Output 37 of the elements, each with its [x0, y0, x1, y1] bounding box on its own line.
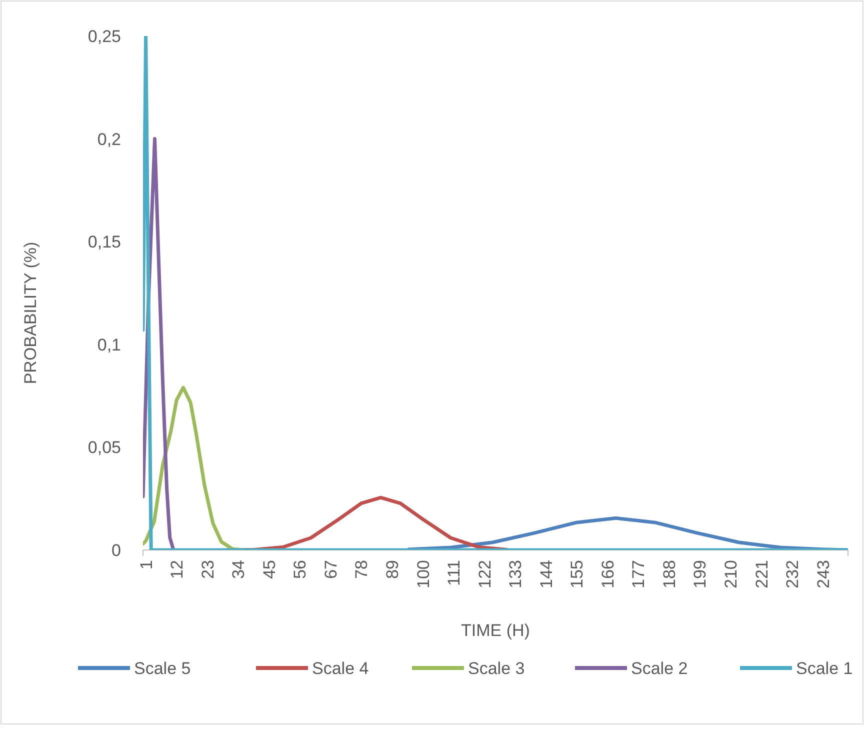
- y-tick-label: 0: [112, 541, 121, 560]
- x-tick-label: 89: [382, 560, 402, 579]
- x-tick-label: 155: [568, 560, 587, 588]
- x-tick-label: 133: [506, 560, 526, 588]
- x-axis-title: TIME (H): [461, 621, 530, 640]
- y-tick-label: 0,1: [97, 335, 121, 354]
- line-series: [143, 386, 246, 550]
- y-axis-title: PROBABILITY (%): [21, 242, 40, 384]
- x-tick-label: 221: [752, 560, 772, 588]
- y-tick-label: 0,15: [88, 232, 121, 252]
- legend-label: Scale 4: [312, 659, 369, 678]
- x-tick-label: 12: [168, 560, 187, 579]
- x-tick-label: 232: [783, 560, 802, 588]
- legend-label: Scale 3: [468, 659, 525, 678]
- x-tick-label: 100: [414, 560, 433, 588]
- x-tick-label: 1: [136, 560, 156, 570]
- x-tick-label: 34: [229, 560, 248, 579]
- x-tick-label: 23: [198, 560, 218, 579]
- y-tick-label: 0,25: [88, 27, 121, 46]
- y-tick-label: 0,05: [88, 438, 121, 458]
- x-tick-label: 177: [629, 560, 648, 588]
- x-tick-label: 122: [475, 560, 494, 588]
- x-tick-label: 243: [814, 560, 833, 588]
- x-tick-label: 210: [722, 560, 740, 588]
- x-tick-label: 67: [321, 560, 340, 579]
- y-tick-label: 0,2: [97, 130, 121, 149]
- x-tick-label: 78: [352, 560, 372, 579]
- x-tick-label: 45: [260, 560, 279, 579]
- x-tick-label: 144: [536, 560, 556, 588]
- legend-label: Scale 5: [134, 659, 191, 678]
- legend-label: Scale 2: [631, 659, 688, 678]
- x-tick-label: 188: [660, 560, 679, 588]
- x-tick-label: 166: [598, 560, 618, 588]
- legend-label: Scale 1: [796, 659, 853, 678]
- x-tick-label: 111: [444, 560, 464, 586]
- x-tick-label: 56: [290, 560, 310, 579]
- x-tick-label: 199: [690, 560, 710, 588]
